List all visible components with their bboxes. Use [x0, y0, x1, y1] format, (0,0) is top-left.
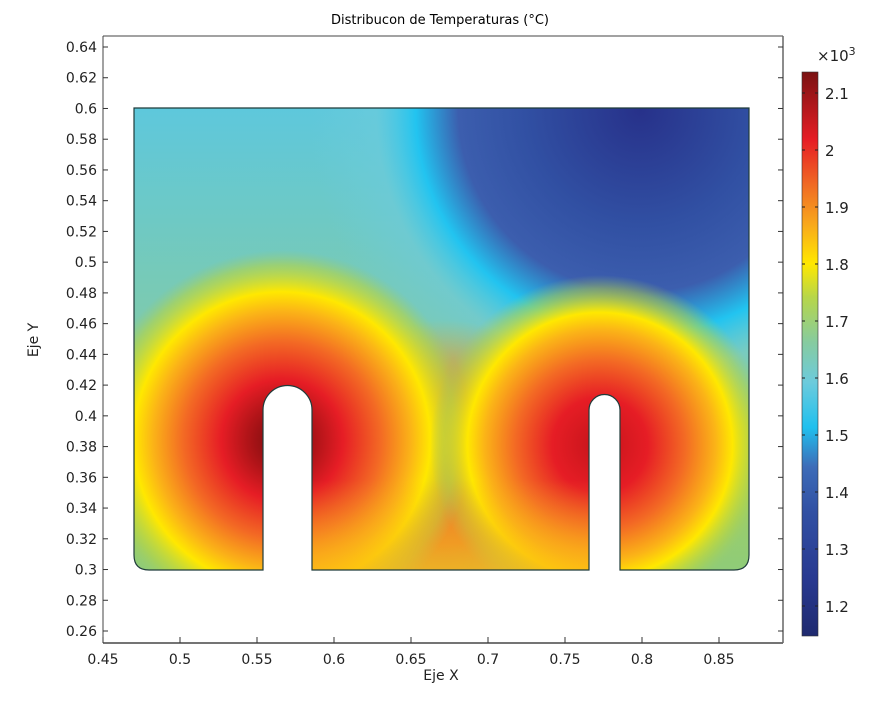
x-tick-label: 0.75 — [549, 652, 580, 668]
y-tick-label: 0.52 — [66, 224, 97, 240]
x-tick-label: 0.65 — [395, 652, 426, 668]
y-tick-label: 0.38 — [66, 440, 97, 456]
colorbar-tick-label: 2 — [825, 142, 835, 160]
colorbar-tick-label: 1.3 — [825, 541, 849, 559]
y-tick-label: 0.58 — [66, 132, 97, 148]
colorbar: ×103 2.1 2 1.9 1.8 1.7 1.6 1.5 1.4 1.3 1.2 — [801, 45, 856, 637]
chart-title: Distribucon de Temperaturas (°C) — [331, 13, 549, 28]
y-tick-label: 0.32 — [66, 532, 97, 548]
colorbar-tick-label: 1.2 — [825, 598, 849, 616]
domain-boundary — [133, 107, 750, 571]
y-tick-label: 0.46 — [66, 317, 97, 333]
y-tick-label: 0.54 — [66, 194, 97, 210]
plot-frame — [102, 35, 784, 644]
colorbar-ticks: 2.1 2 1.9 1.8 1.7 1.6 1.5 1.4 1.3 1.2 — [802, 85, 849, 616]
x-tick-label: 0.6 — [323, 652, 345, 668]
x-tick-label: 0.45 — [87, 652, 118, 668]
y-tick-label: 0.36 — [66, 470, 97, 486]
x-tick-label: 0.7 — [477, 652, 499, 668]
y-axis-label: Eje Y — [26, 322, 42, 357]
y-tick-label: 0.48 — [66, 286, 97, 302]
x-axis-ticks: 0.45 0.5 0.55 0.6 0.65 0.7 0.75 0.8 0.85 — [87, 637, 735, 668]
colorbar-tick-label: 1.6 — [825, 370, 849, 388]
y-tick-label: 0.4 — [75, 409, 97, 425]
y-tick-label: 0.6 — [75, 101, 97, 117]
x-tick-label: 0.55 — [241, 652, 272, 668]
x-tick-label: 0.8 — [631, 652, 653, 668]
colorbar-tick-label: 1.4 — [825, 484, 849, 502]
y-tick-label: 0.56 — [66, 163, 97, 179]
x-tick-label: 0.5 — [169, 652, 191, 668]
y-tick-label: 0.44 — [66, 347, 97, 363]
temperature-field — [134, 108, 749, 570]
y-tick-label: 0.5 — [75, 255, 97, 271]
y-axis-ticks: 0.26 0.28 0.3 0.32 0.34 0.36 0.38 0.4 0.42 0.44 0.… — [66, 40, 783, 640]
colorbar-tick-label: 1.7 — [825, 313, 849, 331]
colorbar-tick-label: 1.9 — [825, 199, 849, 217]
y-tick-label: 0.42 — [66, 378, 97, 394]
y-tick-label: 0.62 — [66, 71, 97, 87]
x-tick-label: 0.85 — [703, 652, 734, 668]
x-axis-label: Eje X — [423, 668, 459, 684]
y-tick-label: 0.3 — [75, 563, 97, 579]
y-tick-label: 0.34 — [66, 501, 97, 517]
colorbar-tick-label: 1.5 — [825, 427, 849, 445]
colorbar-tick-label: 2.1 — [825, 85, 849, 103]
colorbar-gradient — [801, 71, 819, 637]
y-tick-label: 0.64 — [66, 40, 97, 56]
colorbar-tick-label: 1.8 — [825, 256, 849, 274]
y-tick-label: 0.26 — [66, 624, 97, 640]
colorbar-multiplier: ×103 — [817, 45, 856, 65]
y-tick-label: 0.28 — [66, 593, 97, 609]
